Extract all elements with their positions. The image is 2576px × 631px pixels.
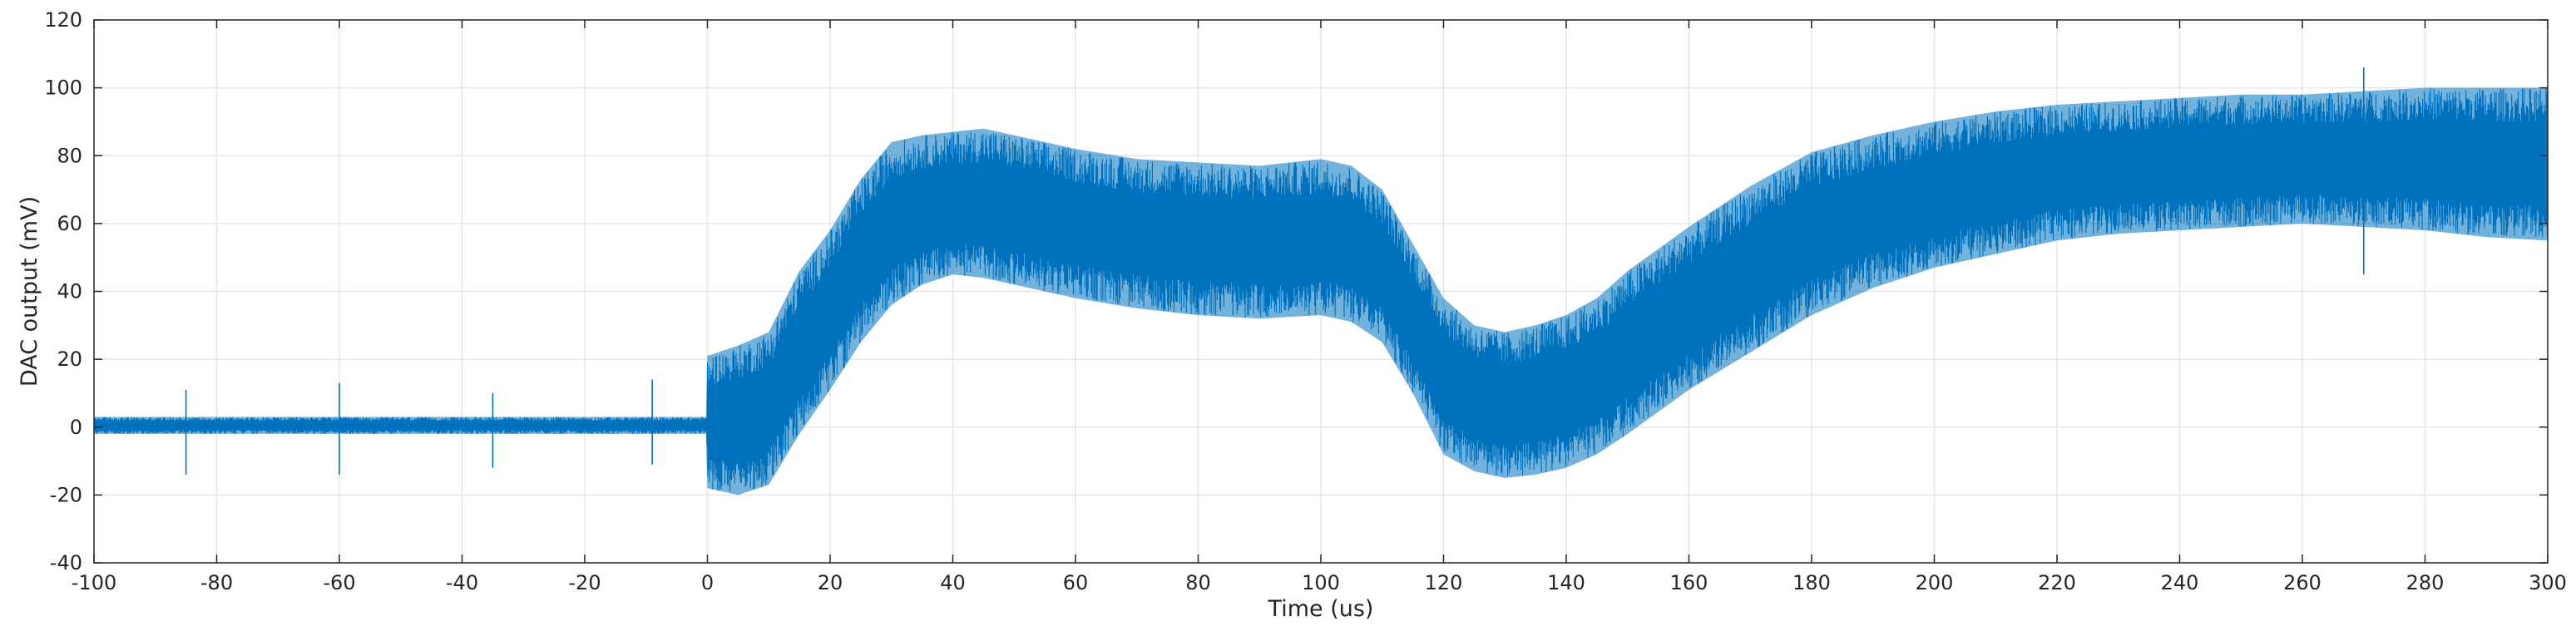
y-tick-label: 120 [44,8,82,32]
x-tick-label: -20 [568,571,601,594]
y-axis-label: DAC output (mV) [17,196,42,387]
x-tick-label: 60 [1063,571,1089,594]
axes [93,19,2549,564]
y-tick-label: 0 [70,416,82,439]
x-tick-label: 0 [701,571,714,594]
x-tick-label: 20 [818,571,843,594]
y-tick-label: 80 [57,144,82,167]
x-tick-label: 40 [940,571,966,594]
tick-labels: -100 -80 -60 -40 -20 0 20 40 60 80 100 120 140 160 180… [44,8,2567,594]
x-tick-label: -100 [72,571,116,594]
x-tick-label: 180 [1792,571,1831,594]
series-group [93,67,2549,495]
x-tick-label: 140 [1547,571,1585,594]
y-tick-label: 20 [57,348,82,371]
x-tick-label: 120 [1425,571,1463,594]
series-line [93,88,2549,491]
x-tick-label: 260 [2283,571,2321,594]
x-tick-label: -40 [446,571,478,594]
x-tick-label: 280 [2406,571,2445,594]
x-axis-label: Time (us) [1268,596,1374,622]
y-tick-label: 60 [57,212,82,235]
x-tick-label: 300 [2529,571,2567,594]
x-tick-label: 240 [2161,571,2199,594]
y-tick-label: 100 [44,76,82,100]
y-tick-label: -40 [50,551,82,574]
x-tick-label: 200 [1916,571,1954,594]
y-tick-label: 40 [57,280,82,303]
x-tick-label: 100 [1302,571,1340,594]
x-tick-label: -60 [323,571,355,594]
x-tick-label: 160 [1670,571,1708,594]
y-tick-label: -20 [50,483,82,506]
x-tick-label: 80 [1185,571,1211,594]
x-tick-label: -80 [200,571,233,594]
x-tick-label: 220 [2038,571,2076,594]
